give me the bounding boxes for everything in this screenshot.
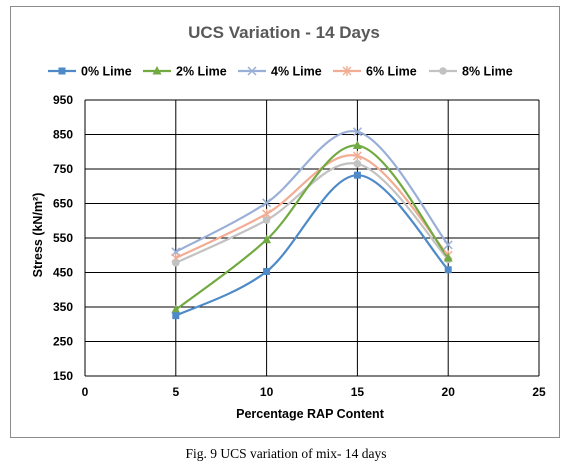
- chart-title: UCS Variation - 14 Days: [188, 23, 380, 42]
- x-tick-label: 5: [172, 385, 179, 399]
- series-line-2: [175, 130, 450, 253]
- series-line-1: [175, 144, 450, 311]
- figure-caption: Fig. 9 UCS variation of mix- 14 days: [185, 446, 387, 461]
- data-point: [262, 216, 271, 224]
- legend-entry: 6% Lime: [333, 65, 417, 79]
- data-point: [172, 259, 180, 267]
- series-markers: [171, 127, 453, 320]
- legend-label: 6% Lime: [366, 65, 417, 79]
- x-tick-label: 15: [351, 385, 365, 399]
- legend-marker: [247, 66, 257, 76]
- ucs-line-chart: UCS Variation - 14 Days 0% Lime 2% Lime 4%…: [31, 23, 546, 421]
- y-tick-label: 450: [53, 266, 73, 280]
- x-axis-label: Percentage RAP Content: [236, 407, 385, 421]
- legend-label: 0% Lime: [81, 65, 132, 79]
- legend-marker: [342, 66, 352, 76]
- x-tick-label: 20: [442, 385, 456, 399]
- legend-marker: [439, 67, 447, 75]
- legend-entry: 2% Lime: [143, 65, 227, 79]
- data-point: [352, 150, 362, 161]
- data-point: [352, 140, 362, 150]
- data-point: [353, 171, 361, 179]
- data-point: [443, 240, 453, 250]
- series-line-3: [175, 154, 450, 259]
- y-tick-label: 950: [53, 93, 73, 107]
- data-point: [262, 234, 272, 244]
- data-point: [352, 127, 362, 137]
- y-tick-label: 350: [53, 300, 73, 314]
- y-tick-label: 250: [53, 335, 73, 349]
- gridlines: [84, 99, 540, 377]
- data-point: [171, 304, 181, 314]
- y-tick-label: 850: [53, 128, 73, 142]
- legend-label: 8% Lime: [462, 65, 513, 79]
- data-point: [353, 160, 362, 168]
- data-point: [263, 267, 271, 275]
- y-axis-label: Stress (kN/m²): [31, 193, 45, 278]
- y-tick-label: 150: [53, 369, 73, 383]
- x-tick-label: 0: [82, 385, 89, 399]
- series-line-0: [175, 174, 449, 317]
- legend-entry: 4% Lime: [238, 65, 322, 79]
- series-lines: [175, 130, 450, 317]
- legend-marker: [58, 67, 66, 75]
- data-point: [262, 198, 272, 208]
- data-point: [172, 312, 180, 320]
- y-tick-label: 650: [53, 197, 73, 211]
- y-tick-label: 750: [53, 162, 73, 176]
- chart-frame: UCS Variation - 14 Days 0% Lime 2% Lime 4%…: [10, 6, 560, 438]
- y-tick-label: 550: [53, 231, 73, 245]
- data-point: [444, 266, 452, 274]
- legend: 0% Lime 2% Lime 4% Lime 6% Lime 8% Lime: [48, 65, 513, 79]
- legend-label: 4% Lime: [271, 65, 322, 79]
- axes: 150 250 350 450 550 650 750 850 950 0 5 10 15 20 25: [53, 93, 546, 399]
- data-point: [443, 253, 453, 262]
- legend-entry: 8% Lime: [429, 65, 513, 79]
- legend-label: 2% Lime: [176, 65, 227, 79]
- x-tick-label: 10: [260, 385, 274, 399]
- x-tick-label: 25: [532, 385, 546, 399]
- series-line-4: [175, 162, 449, 264]
- legend-marker: [152, 66, 162, 75]
- legend-entry: 0% Lime: [48, 65, 132, 79]
